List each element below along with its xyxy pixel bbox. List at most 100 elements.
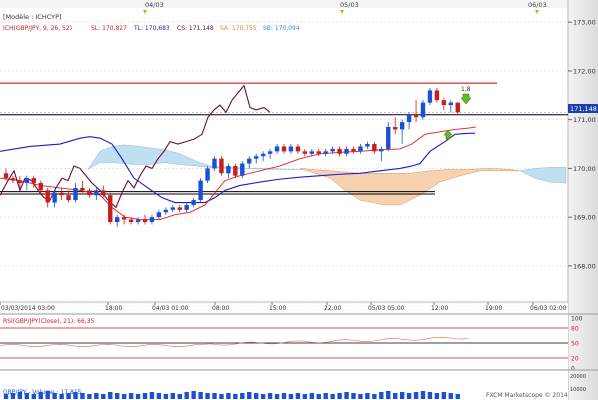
volume-bar (316, 394, 321, 399)
time-tick-label: 12:00 (431, 305, 448, 312)
top-date-04-03: 04/03 (145, 1, 164, 9)
current-price-badge: 171,148 (568, 104, 598, 113)
cloud-bearish (299, 168, 521, 206)
rsi-pane[interactable] (0, 314, 568, 370)
candle-down (372, 144, 377, 152)
volume-bar (10, 393, 16, 399)
cloud-bullish-2 (519, 167, 567, 184)
volume-bar (177, 394, 182, 399)
rsi-tick-label: 50 (571, 341, 579, 348)
price-tick-label: 168,00 (573, 262, 596, 270)
candle-down (393, 126, 398, 130)
candle-down (31, 178, 36, 184)
volume-bar (94, 393, 99, 399)
volume-bar (247, 392, 252, 399)
candle-down (87, 190, 92, 196)
volume-bar (267, 393, 273, 399)
chikou-line (0, 84, 271, 209)
volume-bar (254, 393, 259, 399)
ichimoku-legend: ICH(GBP/JPY, 9, 26, 52) SL: 170,827 TL: … (3, 25, 300, 32)
candle-up (309, 151, 314, 154)
volume-bar (344, 392, 349, 399)
arrow-up-icon (443, 129, 453, 140)
volume-bar (87, 394, 92, 399)
candle-up (184, 204, 189, 210)
candle-up (365, 144, 370, 147)
candle-up (24, 178, 30, 184)
date-marker-icon (143, 10, 147, 14)
candles[interactable] (3, 87, 460, 227)
time-axis[interactable] (0, 302, 568, 314)
volume-bar (240, 393, 245, 399)
rsi-plot (0, 327, 568, 359)
price-axis[interactable] (568, 0, 598, 400)
candle-up (448, 102, 453, 106)
candle-up (260, 153, 266, 157)
volume-bar (302, 394, 308, 399)
candle-down (441, 100, 447, 106)
candle-up (330, 148, 335, 152)
volume-bar (372, 394, 377, 399)
candle-up (406, 114, 412, 123)
candle-down (434, 90, 440, 101)
candle-down (281, 146, 287, 152)
candle-down (128, 219, 134, 223)
volume-bar (233, 394, 238, 399)
volume-bar (59, 394, 64, 399)
volume-bar (288, 394, 294, 399)
volume-bar (121, 394, 127, 399)
candle-down (177, 207, 182, 210)
candle-down (337, 148, 342, 154)
candle-down (38, 183, 43, 191)
time-tick-label: 08:00 (212, 305, 229, 312)
legend-cs: CS: 171,148 (177, 25, 214, 32)
volume-bar (184, 392, 189, 399)
volume-tick-label: 10000 (570, 387, 586, 393)
volume-bar (142, 393, 148, 399)
volume-bar (163, 394, 169, 399)
volume-bar (17, 392, 23, 399)
candle-down (351, 148, 356, 152)
volume-bar (455, 394, 460, 399)
volume-bar (413, 392, 419, 399)
volume-bar (24, 393, 30, 399)
time-tick-label: 18:00 (105, 305, 122, 312)
top-date-06-03: 06/03 (528, 1, 547, 9)
rsi-tick-label: 20 (571, 356, 579, 363)
candle-down (316, 151, 321, 154)
candle-up (135, 219, 141, 223)
kijun-line (0, 132, 475, 204)
volume-bar (337, 393, 342, 399)
candle-down (121, 217, 127, 220)
volume-bar (52, 393, 57, 399)
price-tick-label: 171,00 (573, 116, 596, 124)
volume-bar (191, 391, 196, 399)
volume-bar (3, 394, 9, 399)
candle-down (302, 151, 308, 154)
price-tick-label: 170,00 (573, 165, 596, 173)
volume-bar (386, 391, 391, 399)
candle-up (212, 158, 217, 169)
volume-bar (406, 393, 412, 399)
price-badge-text: 171,148 (570, 105, 597, 113)
time-tick-label: 06/03 02:00 (530, 305, 567, 312)
candle-down (219, 158, 224, 174)
rsi-tick-label: 80 (571, 326, 579, 333)
volume-bar (295, 393, 301, 399)
candle-up (73, 187, 78, 201)
candle-down (10, 178, 16, 181)
volume-bar (73, 392, 78, 399)
volume-legend: GBP/JPY - Volume : 17 815 (3, 389, 82, 396)
volume-bar (358, 394, 363, 399)
watermark: FXCM Marketscope © 2014 (486, 392, 568, 399)
volume-bar (205, 393, 210, 399)
volume-bar (198, 392, 203, 399)
time-ticks: 03/03/2014 03:00 18:00 04/03 01:00 08:00 15:… (0, 302, 567, 312)
volume-bar (128, 393, 134, 399)
volume-bar (149, 392, 155, 399)
candle-up (205, 168, 210, 181)
time-tick-label: 05/03 05:00 (368, 305, 405, 312)
price-tick-label: 173,00 (573, 19, 596, 27)
volume-bar (212, 393, 217, 399)
